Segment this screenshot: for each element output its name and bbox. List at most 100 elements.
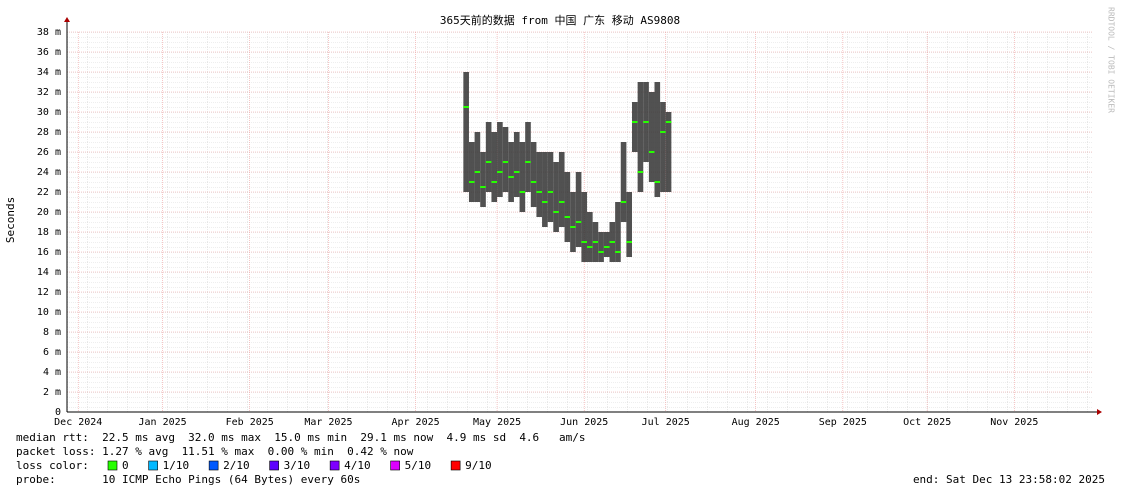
legend-label: 3/10 [284, 459, 311, 472]
median [480, 186, 486, 188]
smoke-range [615, 202, 621, 262]
smoke-range [468, 142, 475, 202]
y-tick-label: 26 m [37, 147, 61, 158]
chart-title: 365天前的数据 from 中国 广东 移动 AS9808 [440, 13, 680, 27]
legend-swatch [390, 460, 400, 471]
legend-label: 1/10 [163, 459, 190, 472]
legend-swatch [269, 460, 279, 471]
median [615, 251, 621, 253]
median [564, 216, 571, 218]
smoke-range [660, 102, 666, 192]
y-tick-label: 38 m [37, 27, 61, 38]
median [643, 121, 649, 123]
smoke-range [648, 92, 655, 182]
x-tick-label: Sep 2025 [819, 417, 867, 428]
smoke-range [665, 112, 672, 192]
median [474, 171, 481, 173]
median [570, 226, 576, 228]
smoke-range [654, 82, 661, 197]
smoke-range [558, 152, 565, 227]
median [491, 181, 498, 183]
smoke-range [575, 172, 582, 247]
smoke-range [637, 82, 644, 192]
smoke-range [480, 152, 486, 207]
legend-label: 9/10 [465, 459, 492, 472]
legend-label: 4/10 [344, 459, 371, 472]
smoke-range [570, 192, 576, 252]
median [620, 201, 627, 203]
smoke-range [542, 152, 548, 227]
x-tick-label: Mar 2025 [304, 417, 352, 428]
watermark: RRDTOOL / TOBI OETIKER [1107, 7, 1116, 113]
y-tick-label: 28 m [37, 127, 61, 138]
median [519, 191, 526, 193]
smoke-range [530, 142, 537, 207]
median [603, 246, 610, 248]
y-tick-label: 34 m [37, 67, 61, 78]
median [553, 211, 559, 213]
smoke-range [485, 122, 492, 192]
median [547, 191, 554, 193]
y-tick-label: 24 m [37, 167, 61, 178]
median [592, 241, 599, 243]
x-tick-label: Nov 2025 [990, 417, 1038, 428]
smoke-range [620, 142, 627, 222]
stats: median rtt: 22.5 ms avg 32.0 ms max 15.0… [16, 431, 586, 444]
smoke-range [553, 162, 559, 232]
median [575, 221, 582, 223]
smoke-range [474, 132, 481, 202]
smoke-range [536, 152, 543, 217]
axis-arrow [64, 17, 70, 22]
median [660, 131, 666, 133]
median [609, 241, 616, 243]
x-tick-label: Jan 2025 [138, 417, 186, 428]
legend-label: 0 [122, 459, 129, 472]
median [626, 241, 633, 243]
median [485, 161, 492, 163]
smoke-range [587, 212, 593, 262]
smoke-range [581, 192, 588, 262]
y-tick-label: 6 m [43, 347, 61, 358]
y-tick-label: 22 m [37, 187, 61, 198]
median [468, 181, 475, 183]
y-axis-label: Seconds [4, 197, 17, 243]
median [513, 171, 520, 173]
median [536, 191, 543, 193]
y-tick-label: 18 m [37, 227, 61, 238]
smoke-range [632, 102, 638, 152]
median [502, 161, 509, 163]
legend-swatch [329, 460, 340, 471]
x-tick-label: Aug 2025 [732, 417, 780, 428]
smoke-range [603, 232, 610, 257]
x-tick-label: Feb 2025 [226, 417, 274, 428]
median [581, 241, 588, 243]
loss-label: loss color: [16, 459, 89, 472]
smoke-range [497, 122, 503, 197]
smoke-range [547, 152, 554, 222]
legend-label: 2/10 [223, 459, 250, 472]
median [654, 181, 661, 183]
smoke-range [491, 132, 498, 202]
median [665, 121, 672, 123]
smoke-range [598, 232, 604, 262]
x-tick-label: Jul 2025 [642, 417, 690, 428]
y-tick-label: 14 m [37, 267, 61, 278]
legend-swatch [107, 460, 118, 471]
y-tick-label: 10 m [37, 307, 61, 318]
median [632, 121, 638, 123]
median [530, 181, 537, 183]
end-time: end: Sat Dec 13 23:58:02 2025 [913, 473, 1105, 486]
smoke-range [463, 72, 469, 192]
median [508, 176, 514, 178]
median [497, 171, 503, 173]
median [598, 251, 604, 253]
x-tick-label: May 2025 [473, 417, 521, 428]
smoke-range [564, 172, 571, 242]
y-tick-label: 36 m [37, 47, 61, 58]
smoke-range [626, 192, 633, 257]
smoke-range [519, 142, 526, 212]
y-tick-label: 0 [55, 407, 61, 418]
y-tick-label: 20 m [37, 207, 61, 218]
